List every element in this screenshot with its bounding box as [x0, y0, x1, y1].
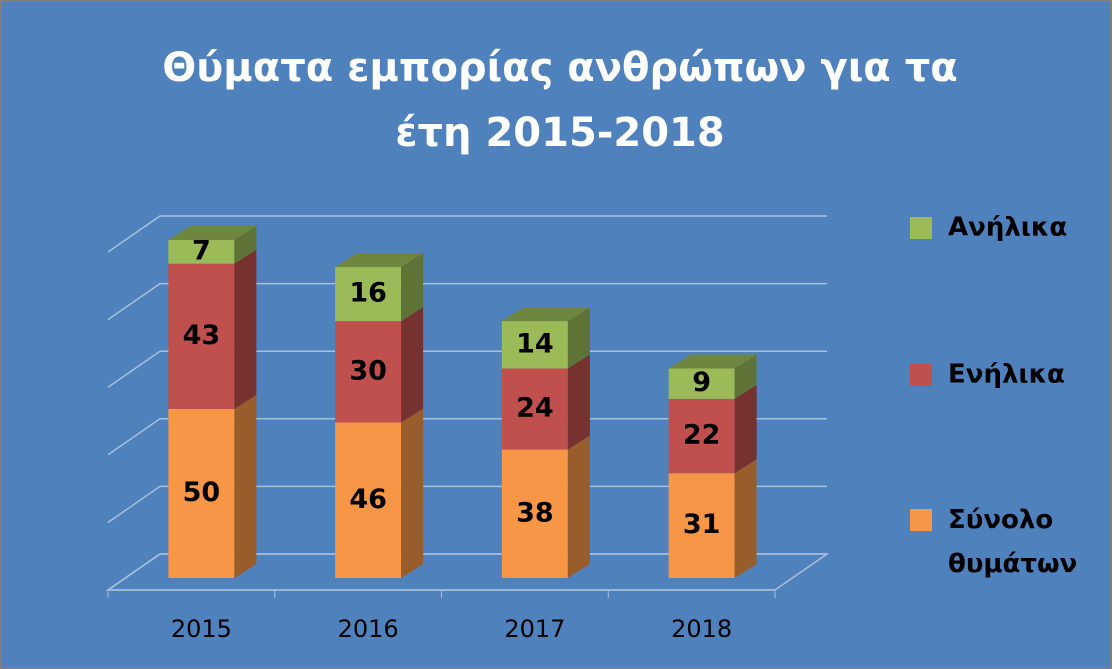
bar-side [401, 253, 424, 322]
bar-segment [668, 473, 735, 578]
bar-side [734, 459, 757, 578]
bar-top [501, 307, 590, 322]
bar-segment [668, 398, 735, 474]
data-label: 9 [692, 367, 711, 398]
data-label: 31 [683, 509, 721, 540]
bar-top [335, 253, 424, 268]
legend-label: Σύνολο θυμάτων [948, 505, 1077, 579]
data-label: 43 [183, 320, 221, 351]
bar-side [401, 408, 424, 578]
bar-side [234, 395, 257, 578]
grid-line [107, 553, 827, 591]
grid-line [107, 418, 827, 456]
bar-side [734, 354, 757, 399]
bar-top [668, 354, 757, 369]
bar-side [234, 226, 257, 264]
bar-top [168, 226, 257, 240]
data-label: 38 [516, 497, 554, 528]
bar-side [567, 354, 590, 450]
grid-line [107, 485, 827, 524]
bar-side [401, 307, 424, 423]
x-tick-label: 2018 [671, 615, 732, 643]
bar-segment [501, 368, 568, 450]
bar-segment [168, 240, 235, 264]
data-label: 24 [516, 393, 554, 424]
data-label: 7 [192, 235, 211, 266]
grid-line [107, 350, 827, 388]
bar-segment [335, 422, 402, 578]
bar-segment [501, 449, 568, 578]
bar-side [567, 307, 590, 369]
bar-segment [501, 321, 568, 369]
data-label: 16 [349, 278, 387, 309]
bar-side [567, 435, 590, 578]
data-label: 14 [516, 328, 554, 359]
bar-segment [668, 368, 735, 399]
legend-swatch [910, 217, 932, 239]
bar-side [234, 249, 257, 409]
x-tick-label: 2016 [338, 615, 399, 643]
bar-segment [335, 267, 402, 322]
data-label: 22 [683, 420, 721, 451]
data-label: 50 [183, 477, 221, 508]
legend-swatch [910, 509, 932, 531]
bar-segment [168, 263, 235, 409]
legend-label: Ενήλικα [948, 360, 1065, 390]
legend-label: Ανήλικα [948, 213, 1067, 243]
chart-title: Θύματα εμπορίας ανθρώπων για τα έτη 2015-… [162, 45, 957, 156]
bar-segment [335, 321, 402, 423]
x-tick-label: 2015 [171, 615, 232, 643]
grid-line [107, 282, 827, 321]
data-label: 46 [349, 484, 387, 515]
legend-swatch [910, 364, 932, 386]
bar-segment [168, 409, 235, 578]
bar-side [734, 384, 757, 474]
data-label: 30 [349, 355, 387, 386]
x-tick-label: 2017 [504, 615, 565, 643]
grid-line [107, 215, 827, 253]
